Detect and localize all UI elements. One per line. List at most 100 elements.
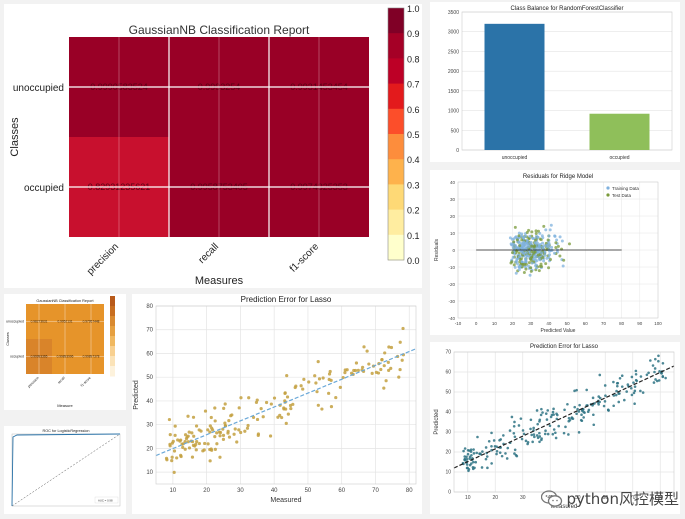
prediction-point (468, 455, 472, 459)
prediction-point (472, 448, 475, 451)
class-balance-chart: Class Balance for RandomForestClassifier… (448, 6, 673, 161)
prediction-error-ytick: 20 (146, 446, 153, 452)
training-point (517, 268, 521, 272)
bar-ytick: 1000 (448, 109, 459, 115)
prediction-point (655, 379, 659, 383)
prediction-point (226, 429, 230, 434)
prediction-point (598, 373, 602, 377)
residuals-ytick: -40 (448, 316, 455, 321)
training-point (513, 265, 517, 269)
prediction-point (329, 378, 333, 382)
prediction-point (602, 404, 606, 408)
prediction-point (382, 364, 386, 368)
prediction-point (520, 437, 524, 441)
prediction-point (473, 466, 476, 470)
residuals-xtick: 90 (637, 321, 643, 326)
training-point (512, 237, 516, 241)
prediction-point (367, 362, 371, 366)
prediction-point (543, 432, 547, 436)
prediction-point (193, 444, 197, 448)
prediction-point (580, 413, 583, 417)
prediction-point (283, 391, 287, 396)
bar-ytick: 0 (456, 148, 459, 154)
training-point (553, 234, 557, 238)
prediction-point (255, 417, 260, 422)
prediction-point (465, 466, 469, 470)
prediction-point (533, 435, 536, 439)
prediction-error-xtick: 40 (271, 488, 278, 494)
prediction-error-xtick: 60 (338, 488, 345, 494)
prediction-point (352, 368, 356, 373)
prediction-point (374, 370, 378, 374)
test-point (532, 245, 536, 249)
training-point (525, 254, 529, 258)
roc-chart: ROC for LogisticRegression AUC = 0.98 (11, 429, 121, 507)
small-col-label: recall (57, 376, 66, 385)
bar-category-label: occupied (609, 155, 629, 161)
prediction-point (213, 406, 217, 410)
prediction-point (276, 415, 280, 419)
training-point (547, 253, 551, 257)
prediction-point (498, 451, 502, 454)
prediction-point (618, 392, 621, 395)
prediction-point (567, 419, 571, 423)
test-point (548, 257, 552, 261)
prediction-point (206, 442, 210, 446)
training-point (515, 259, 519, 263)
prediction-point (632, 391, 636, 395)
prediction-point (472, 452, 476, 455)
roc-diagonal (11, 433, 121, 507)
prediction-point (538, 431, 541, 435)
test-point (541, 256, 545, 260)
colorbar-segment (388, 58, 404, 85)
prediction-point (194, 448, 198, 452)
colorbar-tick: 0.0 (407, 256, 420, 266)
test-point (517, 234, 521, 238)
training-point (545, 256, 549, 260)
training-point (522, 243, 526, 247)
small-colorbar-segment (110, 366, 115, 377)
prediction-point (186, 440, 190, 444)
prediction-point (269, 402, 273, 406)
prediction-point (633, 402, 636, 406)
prediction-point (218, 455, 222, 459)
prediction-point (578, 403, 581, 407)
small-row-label: occupied (10, 355, 24, 359)
colorbar-tick: 0.8 (407, 54, 420, 64)
prediction-point (563, 408, 566, 412)
prediction-point (576, 407, 579, 411)
roc-legend-box (94, 496, 119, 504)
training-point (522, 240, 526, 244)
colorbar-tick: 0.2 (407, 206, 420, 216)
prediction-point (178, 439, 182, 443)
prediction-point (492, 439, 496, 442)
prediction-point (634, 369, 638, 373)
prediction-point (508, 429, 512, 432)
small-cell-text: 0.99993365 (31, 355, 48, 359)
residuals-xtick: -10 (455, 321, 462, 326)
prediction-point (616, 381, 620, 385)
prediction-point (354, 361, 359, 365)
colorbar-segment (388, 33, 404, 59)
small-colorbar-segment (110, 356, 115, 367)
training-point (550, 245, 554, 249)
prediction-point (283, 399, 287, 403)
test-point (513, 225, 517, 229)
small-cell-text: 0.99897378 (83, 355, 100, 359)
test-point (546, 238, 550, 242)
small-col-label: f1-score (80, 376, 92, 388)
small-xlabel: Measure (57, 403, 73, 408)
prediction-error-ylabel: Predicted (434, 409, 440, 434)
prediction-point (463, 455, 467, 458)
prediction-point (478, 452, 481, 455)
prediction-point (210, 428, 215, 432)
prediction-point (657, 354, 660, 358)
residuals-xtick: 20 (510, 321, 516, 326)
prediction-point (632, 381, 635, 384)
prediction-point (539, 413, 543, 417)
training-point (517, 265, 521, 269)
prediction-point (634, 372, 638, 376)
residuals-ytick: 0 (452, 248, 455, 253)
training-point (528, 273, 532, 277)
small-cell-text: 0.97957448 (83, 320, 100, 324)
